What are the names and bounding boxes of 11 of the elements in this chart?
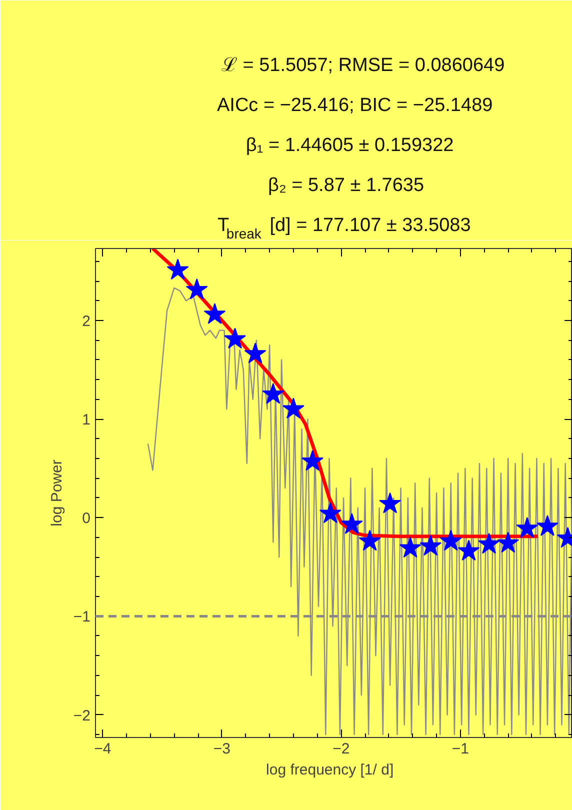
- y-tick-label: 0: [82, 510, 90, 528]
- y-tick-label: −2: [73, 707, 91, 724]
- y-tick-label: 2: [82, 312, 90, 330]
- x-tick-label: −3: [213, 740, 230, 758]
- y-tick-label: −1: [73, 608, 91, 626]
- x-tick-label: −1: [452, 740, 469, 758]
- x-tick-label: −4: [94, 740, 112, 758]
- y-axis-title: log Power: [48, 460, 66, 526]
- x-axis-title: log frequency [1/ d]: [266, 762, 394, 778]
- x-tick-label: −2: [332, 740, 350, 758]
- y-tick-label: 1: [82, 412, 90, 429]
